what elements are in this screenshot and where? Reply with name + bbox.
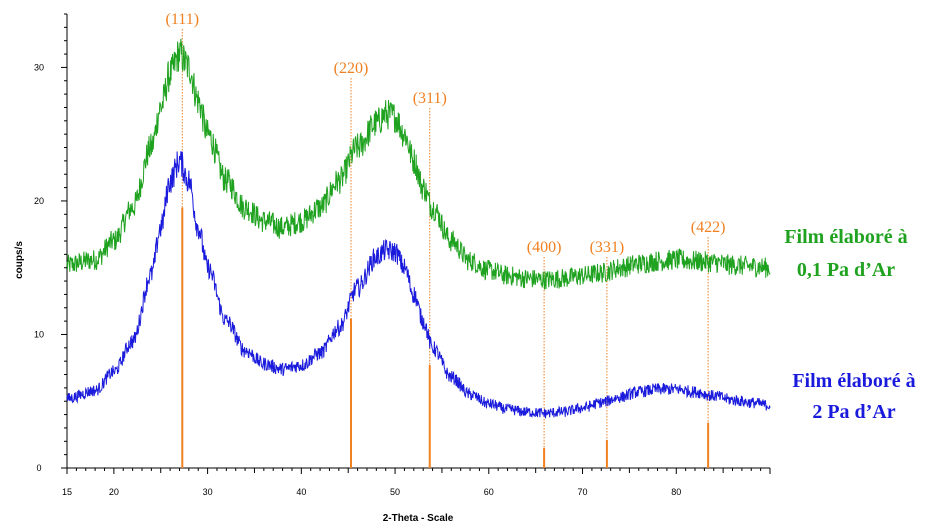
reference-peak-label: (111) [166, 11, 199, 28]
x-tick-label: 40 [296, 487, 306, 497]
y-tick-label: 0 [36, 463, 41, 473]
series-label: 0,1 Pa d’Ar [797, 259, 895, 281]
annotations: (111) (220) (311) (400) (331) (422) Film élabo… [166, 11, 916, 423]
reference-peak-label: (220) [334, 60, 369, 77]
y-tick-label: 30 [34, 62, 44, 72]
axes: 15 20 30 40 50 60 70 80 0 10 20 30 [34, 13, 771, 497]
x-tick-label: 70 [578, 487, 588, 497]
reference-peak-label: (331) [590, 239, 625, 256]
y-tick-label: 10 [34, 329, 44, 339]
series-line [66, 151, 771, 419]
x-tick-label: 30 [203, 487, 213, 497]
x-tick-label: 15 [62, 487, 72, 497]
reference-peak-label: (400) [527, 239, 562, 256]
x-tick-label: 20 [109, 487, 119, 497]
series-label: 2 Pa d’Ar [812, 401, 895, 423]
reference-peak-label: (422) [691, 219, 726, 236]
x-tick-label: 80 [671, 487, 681, 497]
x-tick-label: 50 [390, 487, 400, 497]
series-label: Film élaboré à [792, 370, 915, 392]
y-axis-label: coups/s [14, 241, 25, 279]
reference-peak-label: (311) [413, 90, 447, 107]
series-label: Film élaboré à [784, 226, 907, 248]
series-line [66, 38, 771, 290]
x-axis-label: 2-Theta - Scale [383, 513, 454, 524]
data-series [66, 38, 771, 419]
x-tick-label: 60 [484, 487, 494, 497]
y-tick-label: 20 [34, 196, 44, 206]
